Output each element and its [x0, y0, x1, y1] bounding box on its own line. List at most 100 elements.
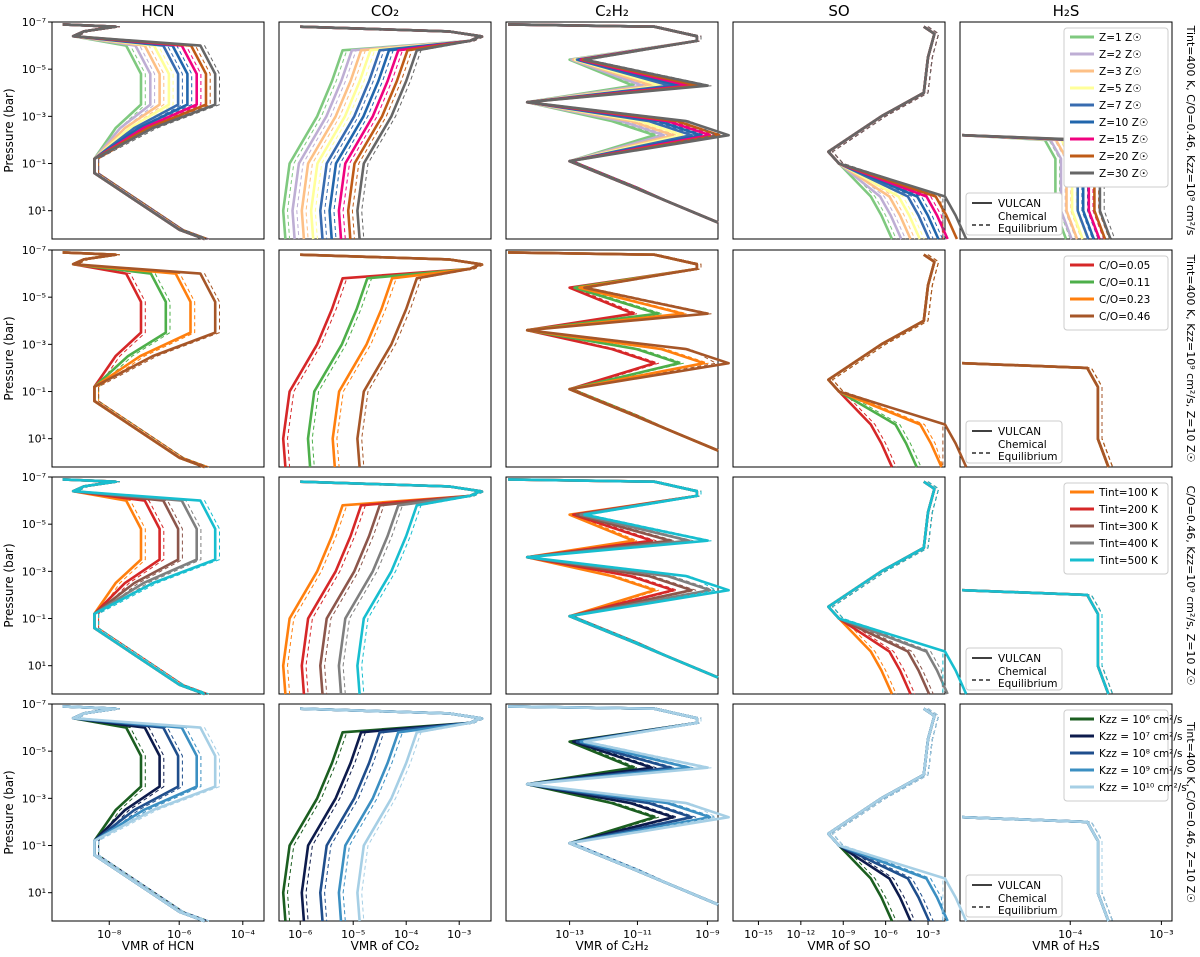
panel-frame: [959, 476, 1173, 695]
equilibrium-line-r3-so-4: [832, 708, 944, 921]
panel-frame: [278, 249, 492, 468]
legend-label: Tint=300 K: [1098, 521, 1159, 533]
series-line-r1-hcn-3: [62, 251, 217, 469]
panel-r2-c3: [732, 476, 946, 695]
panel-r3-c4: [959, 703, 1173, 922]
equilibrium-label-2: Equilibrium: [998, 905, 1058, 917]
panel-frame: [732, 703, 946, 922]
series-line-r2-hcn-1: [62, 478, 206, 696]
xtick-label: 10⁻⁸: [97, 928, 122, 941]
ytick-label: 10¹: [28, 660, 46, 673]
ylabel-row-1: Pressure (bar): [2, 316, 16, 400]
ytick-label: 10⁻⁷: [22, 698, 46, 711]
ytick-label: 10¹: [28, 433, 46, 446]
equilibrium-line-r3-so-3: [832, 708, 944, 922]
series-line-r3-so-4: [827, 707, 968, 922]
legend-label: Kzz = 10¹⁰ cm²/s: [1099, 782, 1187, 794]
vulcan-label: VULCAN: [998, 426, 1041, 438]
series-line-r0-so-8: [827, 25, 968, 240]
series-line-r0-so-7: [827, 25, 959, 240]
equilibrium-line-r0-hcn-8: [66, 23, 220, 240]
xtick-label: 10⁻¹²: [787, 928, 816, 941]
xtick-label: 10⁻⁹: [695, 928, 719, 941]
series-line-r3-hcn-2: [62, 705, 206, 923]
equilibrium-line-r2-c2h2-4: [512, 478, 717, 678]
equilibrium-line-r2-so-1: [832, 481, 940, 695]
legend-label: C/O=0.05: [1099, 260, 1150, 272]
equilibrium-line-r0-so-8: [832, 26, 944, 239]
legend-label: Z=30 Z☉: [1099, 168, 1148, 180]
equilibrium-line-r1-so-3: [832, 254, 944, 467]
series-line-r3-hcn-1: [62, 705, 206, 923]
xtick-label: 10⁻⁵: [341, 928, 365, 941]
column-title-0: HCN: [142, 2, 175, 20]
panel-r0-c0: [48, 21, 265, 240]
legend-label: Z=10 Z☉: [1099, 117, 1148, 129]
xtick-label: 10⁻³: [447, 928, 471, 941]
vulcan-label: VULCAN: [998, 880, 1041, 892]
ytick-label: 10⁻³: [22, 792, 46, 805]
panel-r1-c3: [732, 249, 946, 468]
equilibrium-line-r2-so-2: [832, 481, 940, 695]
panel-frame: [51, 249, 265, 468]
legend-label: Tint=500 K: [1098, 555, 1159, 567]
equilibrium-label-1: Chemical: [998, 893, 1047, 905]
panel-frame: [278, 21, 492, 240]
xtick-label: 10⁻¹¹: [623, 928, 652, 941]
series-line-r3-hcn-0: [62, 705, 206, 923]
series-line-r3-co2-4: [300, 707, 482, 922]
vulcan-label: VULCAN: [998, 198, 1041, 210]
legend-label: Z=5 Z☉: [1099, 83, 1142, 95]
series-line-r2-hcn-0: [62, 478, 206, 696]
ytick-label: 10⁻³: [22, 565, 46, 578]
series-line-r2-co2-4: [300, 480, 482, 695]
xtick-label: 10⁻⁶: [167, 928, 192, 941]
ytick-label: 10⁻⁵: [22, 518, 46, 531]
panel-r3-c1: [278, 703, 492, 922]
equilibrium-line-r0-co2-8: [304, 26, 486, 240]
equilibrium-label-2: Equilibrium: [998, 678, 1058, 690]
equilibrium-line-r0-c2h2-8: [512, 23, 717, 223]
ylabel-row-0: Pressure (bar): [2, 88, 16, 172]
panel-r0-c1: [278, 21, 492, 240]
xtick-label: 10⁻⁶: [288, 928, 313, 941]
xtick-label: 10⁻³: [916, 928, 940, 941]
equilibrium-line-r3-so-0: [832, 708, 940, 922]
legend-label: Kzz = 10⁸ cm²/s: [1099, 748, 1183, 760]
legend-label: Z=20 Z☉: [1099, 151, 1148, 163]
series-line-r3-hcn-4: [62, 705, 217, 923]
series-line-r0-so-6: [827, 25, 949, 240]
ytick-label: 10⁻¹: [22, 386, 46, 399]
equilibrium-line-r1-co2-3: [304, 254, 486, 468]
column-title-2: C₂H₂: [595, 2, 629, 20]
equilibrium-line-r2-co2-4: [304, 481, 486, 695]
series-line-r1-co2-2: [300, 253, 482, 468]
series-line-r0-hcn-5: [62, 23, 206, 241]
panel-r1-c1: [278, 249, 492, 468]
legend-label: C/O=0.46: [1099, 311, 1151, 323]
ytick-label: 10⁻¹: [22, 613, 46, 626]
equilibrium-label-2: Equilibrium: [998, 451, 1058, 463]
panel-r1-c0: [48, 249, 265, 468]
series-line-r1-so-2: [827, 253, 943, 468]
row-label-2: C/O=0.46, Kzz=10⁹ cm²/s, Z=10 Z☉: [1184, 486, 1197, 686]
panel-r0-c3: [732, 21, 946, 240]
equilibrium-label-2: Equilibrium: [998, 223, 1058, 235]
ylabel-row-2: Pressure (bar): [2, 543, 16, 627]
column-title-1: CO₂: [371, 2, 399, 20]
panel-frame: [278, 476, 492, 695]
row-label-0: Tint=400 K, C/O=0.46, Kzz=10⁹ cm²/s: [1184, 25, 1197, 236]
equilibrium-line-r3-hcn-4: [66, 705, 220, 922]
equilibrium-line-r1-hcn-2: [66, 251, 210, 468]
series-line-r1-hcn-2: [62, 251, 206, 469]
row-label-1: Tint=400 K, Kzz=10⁹ cm²/s, Z=10 Z☉: [1184, 254, 1197, 463]
legend-label: Tint=200 K: [1098, 504, 1159, 516]
ytick-label: 10⁻⁵: [22, 63, 46, 76]
series-line-r0-co2-8: [300, 25, 482, 240]
equilibrium-line-r1-so-0: [832, 254, 940, 468]
xtick-label: 10⁻³: [1149, 928, 1173, 941]
